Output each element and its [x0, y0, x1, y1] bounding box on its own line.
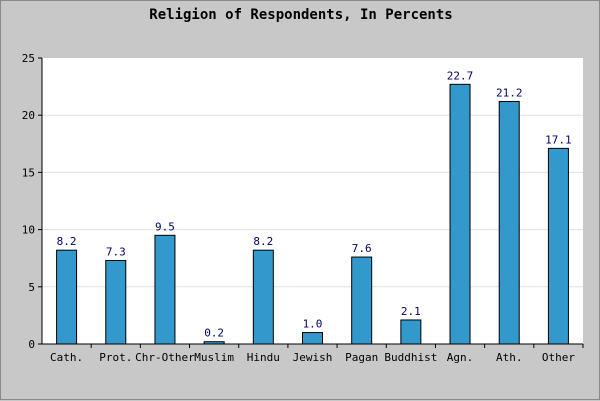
y-tick-label: 0	[28, 338, 35, 351]
y-tick-labels: 0 5 10 15 20 25	[22, 52, 35, 351]
data-label: 8.2	[57, 235, 77, 248]
bar	[449, 83, 471, 345]
y-tick-label: 5	[28, 281, 35, 294]
bar	[154, 234, 176, 345]
value-labels: 8.2 7.3 9.5 0.2 8.2 1.0 7.6 2.1 22.7 21.2 17.1	[57, 69, 572, 339]
x-tick-label: Hindu	[247, 351, 280, 364]
x-tick-label: Prot.	[99, 351, 132, 364]
x-tick-label: Muslim	[194, 351, 234, 364]
bar	[400, 319, 422, 345]
x-tick-label: Ath.	[496, 351, 523, 364]
x-tick-label: Chr-Other	[135, 351, 195, 364]
data-label: 21.2	[496, 86, 523, 99]
bars	[56, 83, 569, 345]
data-label: 17.1	[545, 133, 572, 146]
x-tick-labels: Cath. Prot. Chr-Other Muslim Hindu Jewish Paga…	[50, 351, 575, 364]
data-label: 7.3	[106, 245, 126, 258]
x-tick-label: Agn.	[447, 351, 474, 364]
bar	[56, 249, 78, 345]
x-tick-label: Cath.	[50, 351, 83, 364]
bar	[498, 100, 520, 345]
y-tick-label: 20	[22, 109, 35, 122]
bar	[302, 332, 323, 345]
grid-lines	[42, 114, 583, 288]
x-tick-label: Buddhist	[384, 351, 437, 364]
data-label: 9.5	[155, 220, 175, 233]
x-tick-label: Other	[542, 351, 575, 364]
axes	[38, 57, 584, 348]
y-tick-label: 15	[22, 166, 35, 179]
bar	[547, 147, 569, 345]
data-label: 1.0	[303, 318, 323, 331]
data-label: 7.6	[352, 242, 372, 255]
data-label: 2.1	[401, 305, 421, 318]
x-tick-label: Jewish	[293, 351, 333, 364]
bar	[351, 256, 373, 345]
y-tick-label: 10	[22, 224, 35, 237]
data-label: 22.7	[447, 69, 474, 82]
data-label: 8.2	[253, 235, 273, 248]
y-tick-label: 25	[22, 52, 35, 65]
bar	[252, 249, 274, 345]
bar	[105, 259, 127, 345]
plot-area	[42, 58, 583, 344]
chart-title: Religion of Respondents, In Percents	[149, 7, 452, 23]
x-tick-label: Pagan	[345, 351, 378, 364]
data-label: 0.2	[204, 327, 224, 340]
